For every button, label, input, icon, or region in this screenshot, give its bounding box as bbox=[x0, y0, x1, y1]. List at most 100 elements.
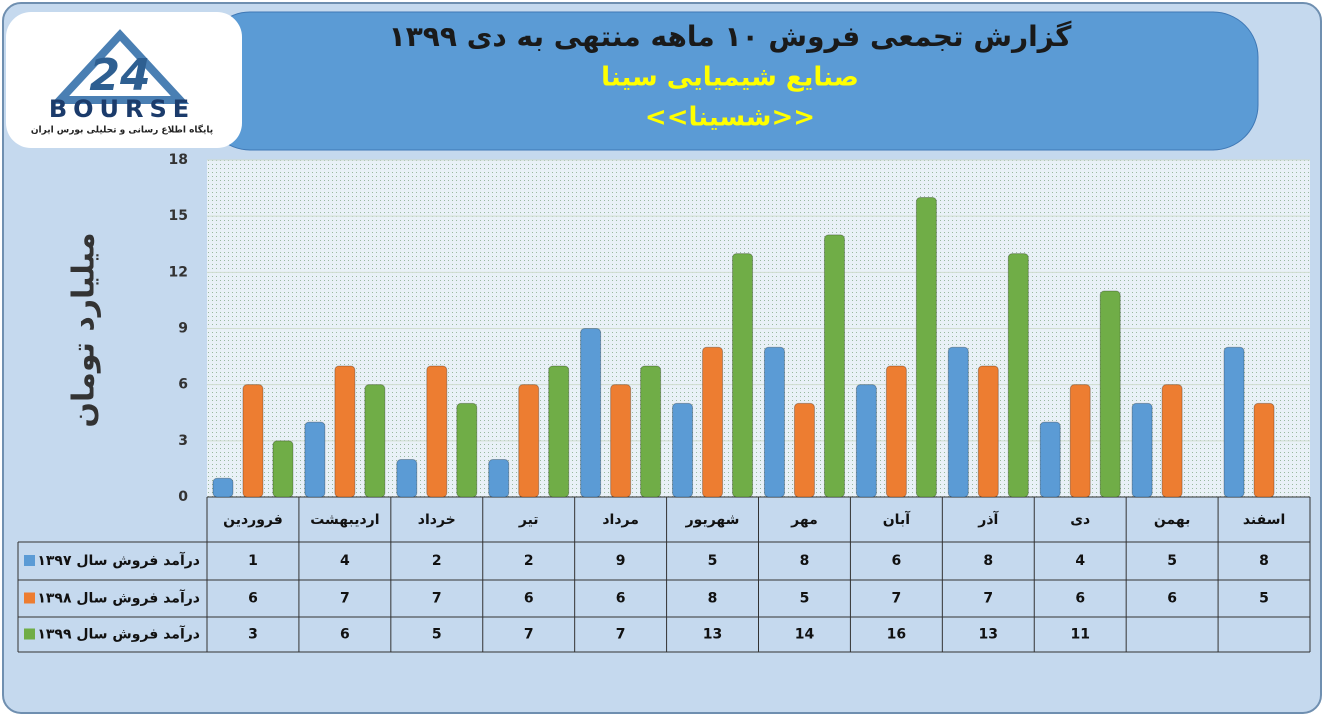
table-value: 16 bbox=[887, 627, 906, 643]
chart-subtitle: صنایع شیمیایی سینا bbox=[601, 63, 859, 93]
y-tick-label: 9 bbox=[178, 321, 188, 337]
table-value: 3 bbox=[248, 627, 258, 643]
bar bbox=[304, 421, 326, 498]
bar bbox=[1099, 290, 1121, 498]
x-tick-label: اسفند bbox=[1243, 512, 1285, 528]
x-tick-label: تیر bbox=[518, 512, 539, 528]
bar bbox=[456, 402, 478, 498]
y-axis-label: میلیارد تومان bbox=[67, 232, 102, 427]
bar bbox=[396, 459, 418, 498]
table-value: 7 bbox=[340, 591, 350, 607]
table-value: 5 bbox=[1167, 553, 1177, 569]
table-value: 4 bbox=[340, 553, 350, 569]
bar bbox=[702, 346, 724, 498]
bar bbox=[1161, 384, 1183, 498]
logo-number: 24 bbox=[89, 50, 150, 101]
bar bbox=[1039, 421, 1061, 498]
table-value: 2 bbox=[432, 553, 442, 569]
logo-tagline: پایگاه اطلاع رسانی و تحلیلی بورس ایران bbox=[31, 124, 213, 136]
x-tick-label: مهر bbox=[790, 512, 818, 528]
y-tick-label: 6 bbox=[178, 377, 188, 393]
chart-title: گزارش تجمعی فروش ۱۰ ماهه منتهی به دی ۱۳۹… bbox=[389, 20, 1072, 53]
table-value: 7 bbox=[892, 591, 902, 607]
bar bbox=[793, 402, 815, 498]
table-value: 8 bbox=[800, 553, 810, 569]
table-value: 9 bbox=[616, 553, 626, 569]
bar bbox=[915, 196, 937, 498]
y-tick-label: 12 bbox=[169, 264, 188, 280]
bar bbox=[732, 253, 754, 498]
y-tick-label: 0 bbox=[178, 489, 188, 505]
table-value: 5 bbox=[1259, 591, 1269, 607]
bar bbox=[518, 384, 540, 498]
table-value: 6 bbox=[892, 553, 902, 569]
legend-swatch bbox=[24, 555, 35, 566]
table-value: 7 bbox=[616, 627, 626, 643]
table-value: 7 bbox=[983, 591, 993, 607]
bar bbox=[426, 365, 448, 498]
bar bbox=[580, 328, 602, 498]
logo-shape bbox=[50, 29, 190, 104]
bar bbox=[1069, 384, 1091, 498]
logo-box bbox=[6, 12, 242, 148]
bar bbox=[855, 384, 877, 498]
bar bbox=[885, 365, 907, 498]
x-tick-label: آذر bbox=[977, 510, 999, 528]
bar bbox=[763, 346, 785, 498]
x-tick-label: دی bbox=[1070, 512, 1090, 528]
bar bbox=[977, 365, 999, 498]
bar bbox=[1131, 402, 1153, 498]
table-value: 6 bbox=[1167, 591, 1177, 607]
x-tick-label: مرداد bbox=[602, 512, 639, 528]
table-value: 5 bbox=[800, 591, 810, 607]
table-value: 8 bbox=[983, 553, 993, 569]
table-value: 1 bbox=[248, 553, 258, 569]
table-value: 8 bbox=[1259, 553, 1269, 569]
y-tick-label: 15 bbox=[169, 208, 188, 224]
table-value: 5 bbox=[432, 627, 442, 643]
bar bbox=[672, 402, 694, 498]
x-tick-label: خرداد bbox=[418, 512, 456, 528]
bar bbox=[364, 384, 386, 498]
x-tick-label: فروردین bbox=[223, 512, 283, 528]
table-value: 7 bbox=[524, 627, 534, 643]
bar bbox=[334, 365, 356, 498]
table-value: 6 bbox=[340, 627, 350, 643]
x-tick-label: آبان bbox=[883, 510, 911, 528]
table-value: 4 bbox=[1075, 553, 1085, 569]
logo-name: BOURSE bbox=[49, 95, 195, 123]
bar bbox=[1007, 253, 1029, 498]
table-value: 6 bbox=[248, 591, 258, 607]
table-value: 6 bbox=[616, 591, 626, 607]
bar bbox=[272, 440, 294, 498]
bar bbox=[488, 459, 510, 498]
symbol: <<شسینا>> bbox=[645, 103, 815, 133]
bar bbox=[212, 477, 234, 498]
bar bbox=[1253, 402, 1275, 498]
legend-swatch bbox=[24, 628, 35, 640]
bar bbox=[242, 384, 264, 498]
table-value: 6 bbox=[1075, 591, 1085, 607]
bar bbox=[548, 365, 570, 498]
x-tick-label: بهمن bbox=[1154, 512, 1190, 528]
bar bbox=[1223, 346, 1245, 498]
y-tick-label: 3 bbox=[178, 433, 188, 449]
table-value: 2 bbox=[524, 553, 534, 569]
bar bbox=[610, 384, 632, 498]
legend-label: درآمد فروش سال ۱۳۹۹ bbox=[37, 625, 200, 643]
table-value: 14 bbox=[795, 627, 815, 643]
bar bbox=[823, 234, 845, 498]
table-value: 8 bbox=[708, 591, 718, 607]
legend-label: درآمد فروش سال ۱۳۹۸ bbox=[37, 589, 200, 607]
x-tick-label: شهریور bbox=[685, 512, 740, 528]
table-value: 5 bbox=[708, 553, 718, 569]
bar bbox=[640, 365, 662, 498]
y-tick-label: 18 bbox=[169, 152, 188, 168]
x-tick-label: اردیبهشت bbox=[310, 512, 379, 528]
table-value: 13 bbox=[703, 627, 722, 643]
table-value: 7 bbox=[432, 591, 442, 607]
legend-label: درآمد فروش سال ۱۳۹۷ bbox=[37, 551, 200, 569]
bar bbox=[947, 346, 969, 498]
table-value: 13 bbox=[979, 627, 998, 643]
table-value: 11 bbox=[1070, 627, 1089, 643]
